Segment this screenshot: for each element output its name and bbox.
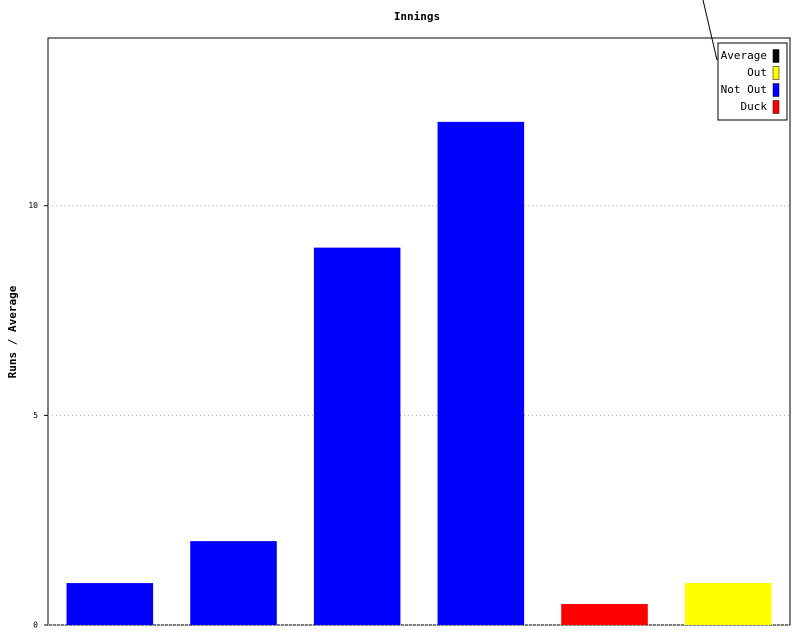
y-tick-label: 0 [33,621,38,630]
y-axis-label: Runs / Average [6,285,19,378]
legend-label: Average [721,49,767,62]
bar [561,604,648,625]
legend-label: Not Out [721,83,767,96]
legend-swatch [772,83,780,97]
bar [66,583,154,625]
legend-label: Out [747,66,767,79]
bar [190,541,277,625]
average-line [702,0,718,61]
bar [437,121,525,625]
legend-label: Duck [741,100,768,113]
legend-swatch [772,49,780,63]
chart-title: Innings [394,10,440,23]
y-tick-label: 10 [28,201,38,210]
legend-swatch [772,100,780,114]
legend-swatch [772,66,780,80]
bar [684,583,772,625]
y-tick-label: 5 [33,411,38,420]
plot-frame [47,37,791,626]
bar [313,247,401,625]
